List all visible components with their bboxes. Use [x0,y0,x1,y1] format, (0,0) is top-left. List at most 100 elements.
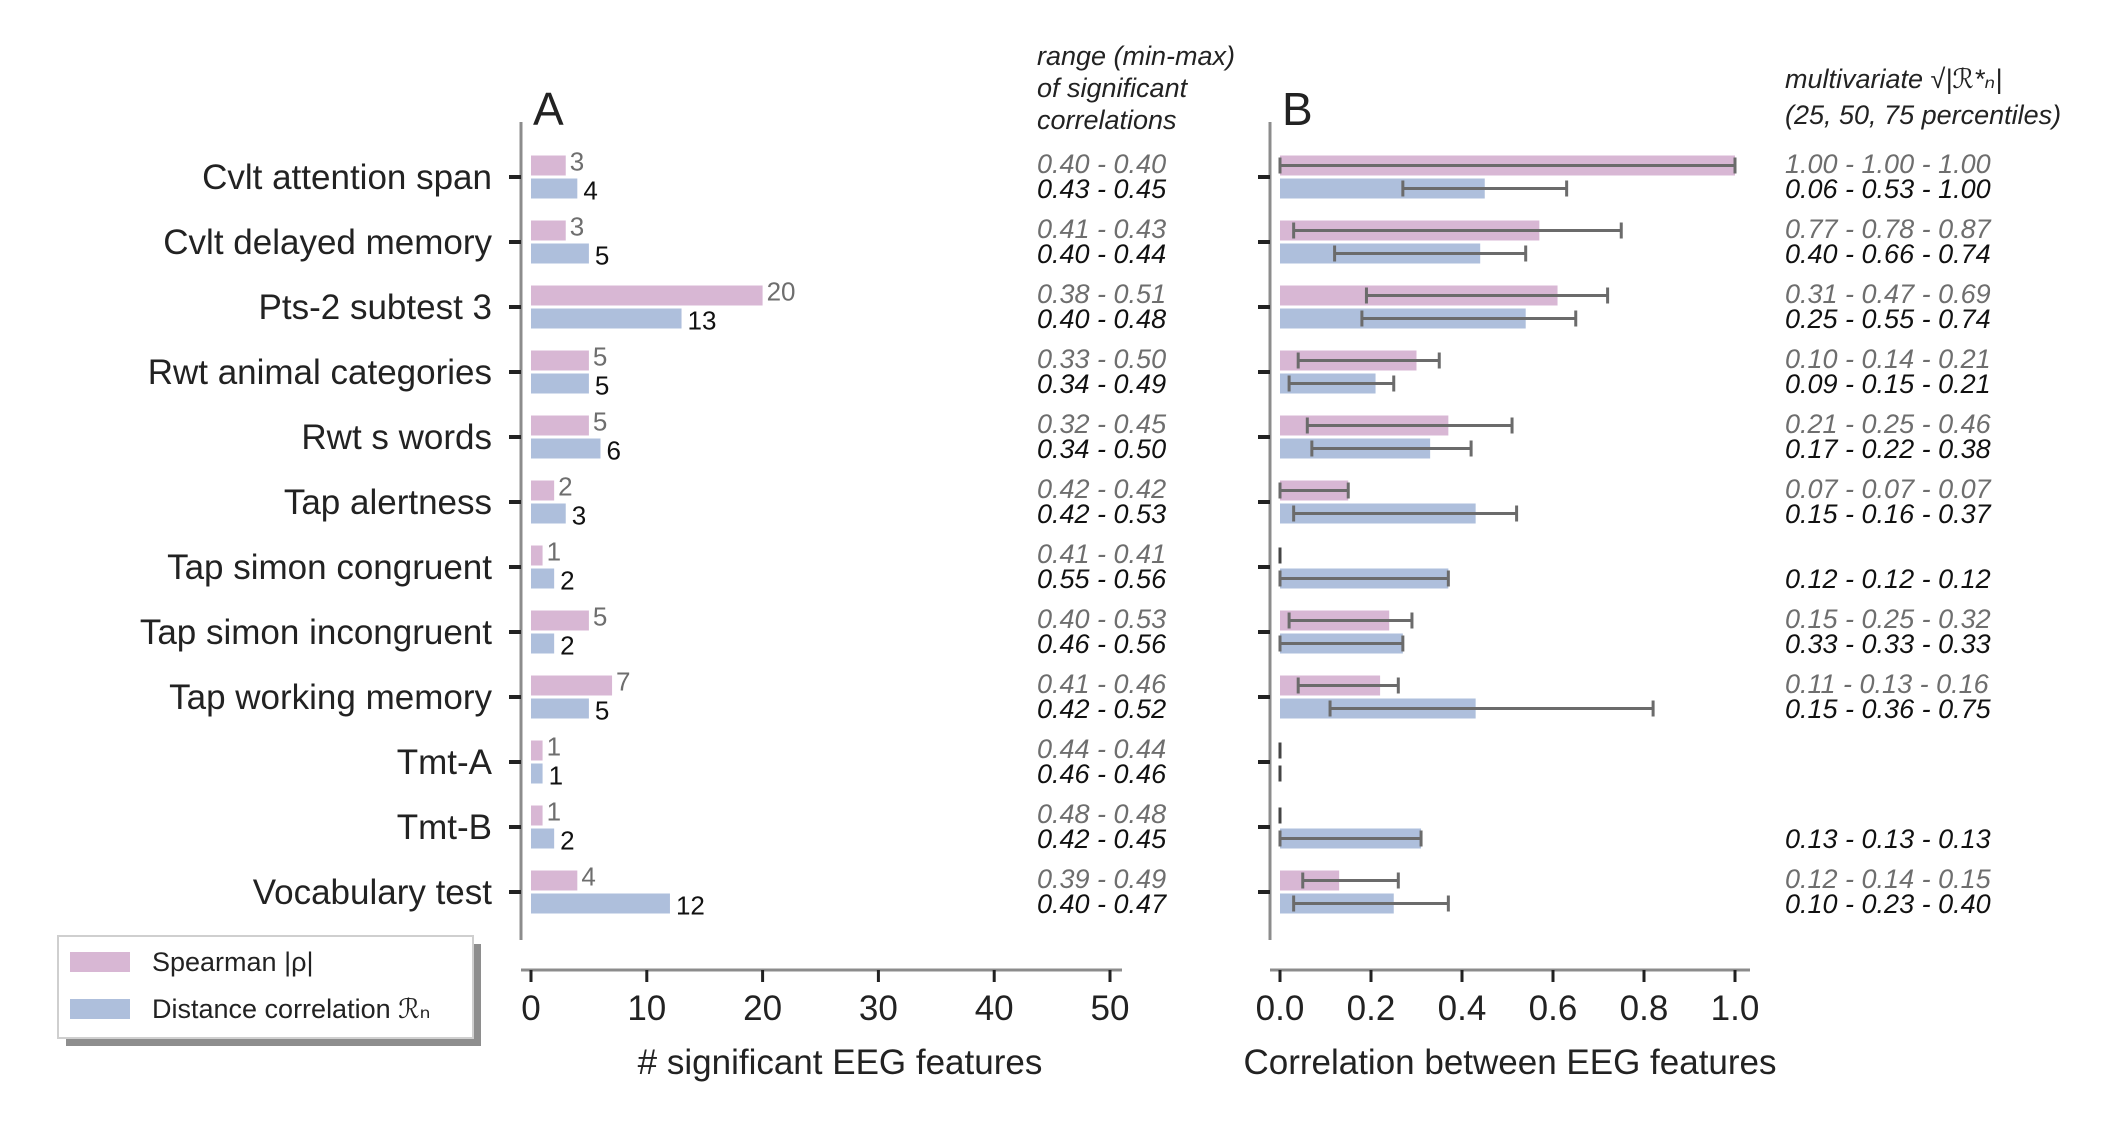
panel-b-x-axis-label: Correlation between EEG features [1243,1043,1776,1082]
count-bar-distance [531,243,589,264]
count-bar-distance [531,308,682,329]
range-spearman: 0.42 - 0.42 [1037,474,1166,504]
range-spearman: 0.41 - 0.46 [1037,669,1167,699]
count-bar-distance [531,763,543,784]
count-label-spearman: 1 [547,537,561,567]
count-label-distance: 5 [595,696,609,726]
count-label-spearman: 4 [581,862,595,892]
count-bar-distance [531,828,555,849]
percentiles-distance: 0.12 - 0.12 - 0.12 [1785,564,1991,594]
panel-a: A 0 10 20 30 40 50 Cvlt attention span 34Cvlt … [140,83,1130,1082]
count-bar-distance [531,893,670,914]
percentiles-spearman: 0.15 - 0.25 - 0.32 [1785,604,1991,634]
count-bar-distance [531,633,555,654]
legend-label-distance: Distance correlation ℛₙ [152,994,430,1024]
percentiles-spearman: 0.12 - 0.14 - 0.15 [1785,864,1992,894]
count-bar-spearman [531,610,589,631]
range-distance: 0.42 - 0.52 [1037,694,1166,724]
count-bar-distance [531,503,566,524]
range-distance: 0.42 - 0.45 [1037,824,1167,854]
count-bar-spearman [531,480,555,501]
count-label-distance: 2 [560,826,574,856]
range-spearman: 0.32 - 0.45 [1037,409,1167,439]
panel-a-axes: 0 10 20 30 40 50 [519,122,1129,1028]
range-spearman: 0.40 - 0.53 [1037,604,1166,634]
count-bar-spearman [531,350,589,371]
count-label-distance: 4 [583,176,597,206]
legend-label-spearman: Spearman |ρ| [152,947,313,977]
panel-b-label: B [1282,83,1313,135]
range-spearman: 0.33 - 0.50 [1037,344,1166,374]
percentiles-spearman: 0.31 - 0.47 - 0.69 [1785,279,1991,309]
count-bar-spearman [531,870,578,891]
panel-b-marks [1258,155,1737,914]
count-bar-spearman [531,675,613,696]
percentiles-spearman: 0.77 - 0.78 - 0.87 [1785,214,1992,244]
range-distance: 0.34 - 0.50 [1037,434,1166,464]
category-label-vocabulary-test: Vocabulary test [253,873,493,912]
panel-b-axes: 0.0 0.2 0.4 0.6 0.8 1.0 [1256,122,1760,1028]
count-label-spearman: 2 [558,472,572,502]
percentiles-header-line-1: multivariate √|ℛ*ₙ| [1785,64,2002,94]
range-spearman: 0.41 - 0.43 [1037,214,1166,244]
category-label-rwt-animal-categories: Rwt animal categories [148,353,492,392]
count-label-distance: 2 [560,631,574,661]
category-label-rwt-s-words: Rwt s words [301,418,492,457]
panel-a-x-tick-label: 20 [743,989,782,1028]
range-rows: 0.40 - 0.400.43 - 0.450.41 - 0.430.40 - … [1037,149,1167,919]
panel-a-x-tick-label: 0 [521,989,540,1028]
corr-bar-distance [1280,178,1485,199]
category-label-tap-simon-congruent: Tap simon congruent [167,548,492,587]
count-bar-distance [531,438,601,459]
category-label-tmt-b: Tmt-B [397,808,492,847]
range-distance: 0.46 - 0.56 [1037,629,1167,659]
count-bar-spearman [531,805,543,826]
range-spearman: 0.44 - 0.44 [1037,734,1166,764]
panel-a-x-axis-label: # significant EEG features [638,1043,1043,1082]
count-bar-spearman [531,285,763,306]
category-label-tap-alertness: Tap alertness [284,483,492,522]
range-spearman: 0.40 - 0.40 [1037,149,1166,179]
percentiles-distance: 0.15 - 0.36 - 0.75 [1785,694,1992,724]
range-distance: 0.34 - 0.49 [1037,369,1166,399]
category-label-tmt-a: Tmt-A [397,743,493,782]
range-distance: 0.40 - 0.44 [1037,239,1166,269]
count-bar-spearman [531,740,543,761]
count-label-spearman: 1 [547,732,561,762]
range-distance: 0.46 - 0.46 [1037,759,1167,789]
panel-b-x-tick-label: 0.0 [1256,989,1305,1028]
percentiles-distance: 0.40 - 0.66 - 0.74 [1785,239,1991,269]
category-label-pts-2-subtest-3: Pts-2 subtest 3 [259,288,492,327]
percentiles-column: multivariate √|ℛ*ₙ| (25, 50, 75 percenti… [1785,64,2061,919]
range-distance: 0.40 - 0.48 [1037,304,1166,334]
panel-b-x-tick-label: 1.0 [1711,989,1760,1028]
count-label-spearman: 1 [547,797,561,827]
count-bar-spearman [531,155,566,176]
panel-a-x-tick-label: 40 [975,989,1014,1028]
range-distance: 0.55 - 0.56 [1037,564,1167,594]
percentiles-distance: 0.33 - 0.33 - 0.33 [1785,629,1991,659]
panel-b-x-tick-label: 0.2 [1347,989,1396,1028]
count-label-spearman: 3 [570,212,584,242]
count-bar-distance [531,178,578,199]
count-bar-spearman [531,545,543,566]
count-label-distance: 1 [549,761,563,791]
count-label-spearman: 5 [593,602,607,632]
count-label-distance: 3 [572,501,586,531]
range-header-line-3: correlations [1037,105,1177,135]
count-label-distance: 12 [676,891,705,921]
count-bar-distance [531,698,589,719]
panel-a-x-tick-label: 10 [627,989,666,1028]
percentiles-distance: 0.25 - 0.55 - 0.74 [1785,304,1991,334]
range-spearman: 0.38 - 0.51 [1037,279,1166,309]
panel-b-x-tick-label: 0.8 [1620,989,1669,1028]
category-label-tap-working-memory: Tap working memory [169,678,492,717]
count-bar-spearman [531,220,566,241]
range-distance: 0.43 - 0.45 [1037,174,1167,204]
range-spearman: 0.41 - 0.41 [1037,539,1166,569]
range-distance: 0.42 - 0.53 [1037,499,1166,529]
percentiles-header-word: multivariate [1785,64,1923,94]
percentiles-distance: 0.17 - 0.22 - 0.38 [1785,434,1991,464]
